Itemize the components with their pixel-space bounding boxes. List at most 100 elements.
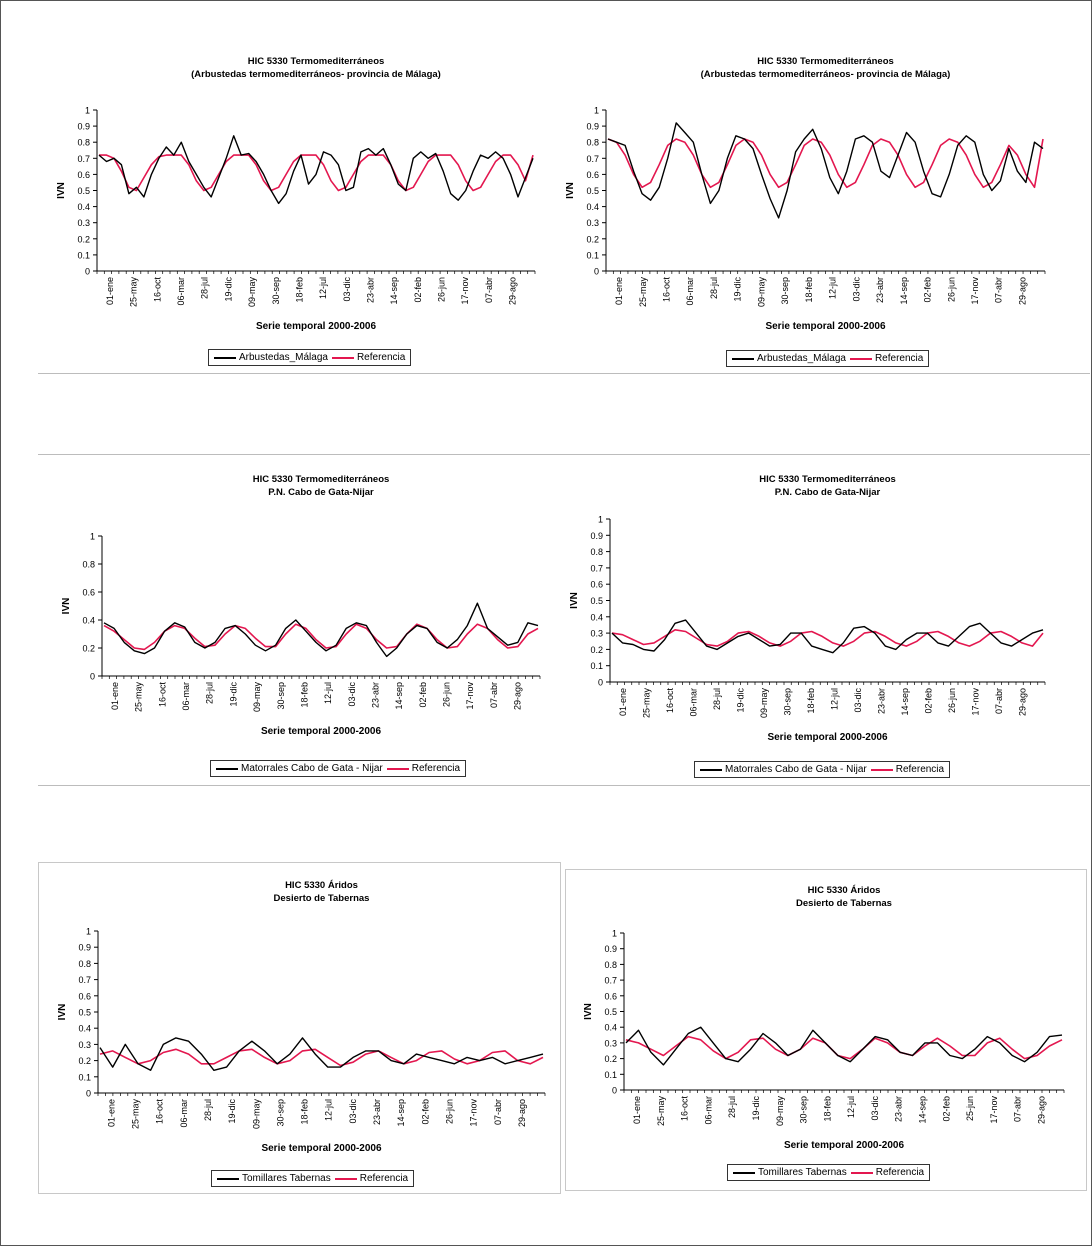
chart-5-frame [38,862,561,1194]
x-axis-label: Serie temporal 2000-2006 [261,1143,382,1154]
ivn-series-line [607,122,1044,219]
x-tick-label: 03-dic [853,688,863,713]
x-tick-label: 18-feb [299,682,309,708]
x-tick-label: 28-jul [712,688,722,710]
reference-series-line [99,154,534,192]
reference-line-swatch [386,767,409,770]
x-tick-label: 30-sep [271,277,281,305]
x-tick-label: 06-mar [703,1096,713,1125]
y-tick-label: 0 [85,267,90,277]
x-tick-label: 17-nov [989,1096,999,1124]
y-tick-label: 0.8 [77,138,90,148]
x-tick-label: 07-abr [994,688,1004,714]
x-tick-label: 09-may [759,688,769,719]
x-tick-label: 28-jul [200,277,210,299]
y-tick-label: 0.9 [590,531,603,541]
reference-line-swatch [331,356,354,359]
series-line-swatch [732,357,754,360]
y-tick-label: 0.8 [82,560,95,570]
x-tick-label: 18-feb [822,1096,832,1122]
legend-reference-name: Referencia [411,763,461,774]
x-tick-label: 18-feb [806,688,816,714]
x-axis-label: Serie temporal 2000-2006 [256,321,377,332]
chart-title: HIC 5330 Termomediterráneos [759,474,896,485]
y-tick-label: 0.5 [590,596,603,606]
chart-3: HIC 5330 Termomediterráneos P.N. Cabo de … [61,474,541,737]
panel-rule [38,373,1090,374]
reference-series-line [607,138,1044,189]
panel-rule [38,454,1090,455]
x-tick-label: 02-feb [923,277,933,303]
series-line-swatch [733,1171,755,1174]
x-tick-label: 17-nov [465,682,475,710]
series-line-swatch [216,767,238,770]
y-tick-label: 1 [90,532,95,542]
ivn-series-line [103,602,539,658]
x-tick-label: 01-ene [618,688,628,716]
chart-subtitle: Desierto de Tabernas [796,898,892,909]
x-tick-label: 01-ene [632,1096,642,1124]
y-tick-label: 0 [86,1089,91,1099]
x-tick-label: 19-dic [227,1099,237,1124]
x-tick-label: 29-ago [1018,688,1028,716]
legend-1: Arbustedas_Málaga Referencia [208,349,412,366]
x-tick-label: 03-dic [348,1099,358,1124]
y-tick-label: 0.4 [77,202,90,212]
x-tick-label: 16-oct [665,688,675,714]
chart-6: HIC 5330 Áridos Desierto de Tabernas 0 0.1 0… [583,885,1065,1151]
x-tick-label: 30-sep [780,277,790,305]
y-tick-label: 0.9 [604,944,617,954]
chart-title: HIC 5330 Termomediterráneos [757,56,894,67]
x-tick-label: 06-mar [176,277,186,306]
y-tick-label: 0.2 [590,645,603,655]
x-tick-label: 14-sep [899,277,909,305]
chart-subtitle: (Arbustedas termomediterráneos- provinci… [191,69,441,80]
reference-series-line [625,1035,1063,1060]
ivn-series-line [625,1026,1063,1066]
series-line-swatch [700,768,722,771]
y-tick-label: 0.9 [77,122,90,132]
y-tick-label: 0.7 [590,563,603,573]
x-tick-label: 25-may [130,1099,140,1130]
ivn-series-line [98,135,534,205]
y-tick-label: 0.8 [586,138,599,148]
x-tick-label: 12-jul [846,1096,856,1118]
x-tick-label: 02-feb [418,682,428,708]
x-tick-label: 09-may [756,277,766,308]
legend-series-name: Tomillares Tabernas [242,1173,331,1184]
y-tick-label: 0.5 [586,186,599,196]
y-tick-label: 0.4 [82,616,95,626]
x-tick-label: 09-may [252,682,262,713]
x-tick-label: 01-ene [106,1099,116,1127]
x-tick-label: 29-ago [1017,277,1027,305]
x-tick-label: 06-mar [688,688,698,717]
x-tick-label: 06-mar [181,682,191,711]
y-tick-label: 0.4 [78,1024,91,1034]
x-tick-label: 03-dic [851,277,861,302]
x-tick-label: 29-ago [1036,1096,1046,1124]
x-tick-label: 16-oct [157,682,167,708]
x-tick-label: 02-feb [924,688,934,714]
x-tick-label: 25-jun [965,1096,975,1121]
x-tick-label: 30-sep [276,682,286,710]
y-tick-label: 1 [594,106,599,116]
x-tick-label: 23-abr [365,277,375,303]
y-tick-label: 0.7 [604,976,617,986]
legend-3: Matorrales Cabo de Gata - Nijar Referenc… [210,760,467,777]
chart-title: HIC 5330 Áridos [808,885,881,896]
x-tick-label: 23-abr [894,1096,904,1122]
x-tick-label: 09-may [775,1096,785,1127]
x-tick-label: 03-dic [347,682,357,707]
y-tick-label: 0.2 [78,1056,91,1066]
y-tick-label: 0.1 [590,661,603,671]
x-tick-label: 25-may [641,688,651,719]
y-tick-label: 0.7 [586,154,599,164]
legend-reference-name: Referencia [874,353,924,364]
series-line-swatch [214,356,236,359]
x-tick-label: 18-feb [804,277,814,303]
x-tick-label: 07-abr [484,277,494,303]
y-tick-label: 0.2 [77,234,90,244]
y-tick-label: 0.6 [78,991,91,1001]
x-tick-label: 02-feb [420,1099,430,1125]
x-tick-label: 26-jun [445,1099,455,1124]
